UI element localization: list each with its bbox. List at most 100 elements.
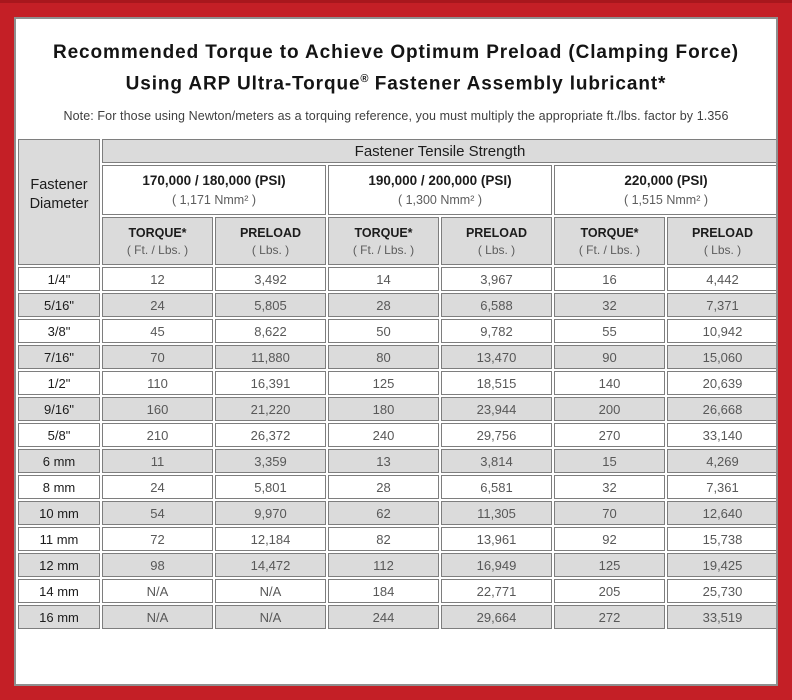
tensile-strength-header: Fastener Tensile Strength xyxy=(102,139,776,164)
value-cell-0: 12 xyxy=(102,267,213,292)
value-cell-1: 9,970 xyxy=(215,501,326,526)
diameter-cell: 5/16" xyxy=(18,293,100,318)
diameter-cell: 8 mm xyxy=(18,475,100,500)
value-cell-3: 3,814 xyxy=(441,449,552,474)
fastener-diameter-header-line2: Diameter xyxy=(29,196,89,213)
nmm-value: ( 1,300 Nmm² ) xyxy=(397,193,483,208)
fastener-diameter-header-line1: Fastener xyxy=(30,177,88,194)
value-cell-0: 24 xyxy=(102,293,213,318)
page-title-line1: Recommended Torque to Achieve Optimum Pr… xyxy=(52,42,740,63)
value-cell-5: 4,442 xyxy=(667,267,776,292)
value-cell-1: 14,472 xyxy=(215,553,326,578)
psi-value: 190,000 / 200,000 (PSI) xyxy=(368,173,512,189)
value-cell-4: 70 xyxy=(554,501,665,526)
preload-units: ( Lbs. ) xyxy=(251,242,290,257)
torque-units: ( Ft. / Lbs. ) xyxy=(126,242,189,257)
nmm-value: ( 1,171 Nmm² ) xyxy=(171,193,257,208)
diameter-cell: 5/8" xyxy=(18,423,100,448)
value-cell-5: 33,519 xyxy=(667,605,776,630)
preload-header-1: PRELOAD ( Lbs. ) xyxy=(441,217,552,266)
value-cell-1: 8,622 xyxy=(215,319,326,344)
table-row: 3/8" 45 8,622 50 9,782 55 10,942 xyxy=(18,319,776,344)
diameter-cell: 9/16" xyxy=(18,397,100,422)
value-cell-1: 21,220 xyxy=(215,397,326,422)
value-cell-5: 20,639 xyxy=(667,371,776,396)
table-header-row-psi: 170,000 / 180,000 (PSI) ( 1,171 Nmm² ) 190… xyxy=(18,165,776,216)
value-cell-1: N/A xyxy=(215,579,326,604)
document-panel: Recommended Torque to Achieve Optimum Pr… xyxy=(14,17,778,686)
value-cell-0: 24 xyxy=(102,475,213,500)
preload-label: PRELOAD xyxy=(691,225,754,240)
value-cell-3: 13,961 xyxy=(441,527,552,552)
value-cell-3: 11,305 xyxy=(441,501,552,526)
value-cell-2: 112 xyxy=(328,553,439,578)
table-row: 9/16" 160 21,220 180 23,944 200 26,668 xyxy=(18,397,776,422)
preload-label: PRELOAD xyxy=(465,225,528,240)
table-row: 5/16" 24 5,805 28 6,588 32 7,371 xyxy=(18,293,776,318)
conversion-note: Note: For those using Newton/meters as a… xyxy=(63,109,729,124)
value-cell-0: 45 xyxy=(102,319,213,344)
value-cell-1: 3,359 xyxy=(215,449,326,474)
page-title: Recommended Torque to Achieve Optimum Pr… xyxy=(16,39,776,97)
value-cell-0: 54 xyxy=(102,501,213,526)
preload-label: PRELOAD xyxy=(239,225,302,240)
torque-preload-table: Fastener Diameter Fastener Tensile Strengt… xyxy=(16,137,776,631)
torque-header-2: TORQUE* ( Ft. / Lbs. ) xyxy=(554,217,665,266)
value-cell-2: 28 xyxy=(328,475,439,500)
value-cell-5: 4,269 xyxy=(667,449,776,474)
value-cell-4: 90 xyxy=(554,345,665,370)
diameter-cell: 1/2" xyxy=(18,371,100,396)
psi-value: 170,000 / 180,000 (PSI) xyxy=(142,173,286,189)
value-cell-4: 16 xyxy=(554,267,665,292)
psi-value: 220,000 (PSI) xyxy=(624,173,708,189)
value-cell-2: 184 xyxy=(328,579,439,604)
value-cell-1: N/A xyxy=(215,605,326,630)
diameter-cell: 11 mm xyxy=(18,527,100,552)
value-cell-3: 6,581 xyxy=(441,475,552,500)
value-cell-2: 180 xyxy=(328,397,439,422)
value-cell-0: 98 xyxy=(102,553,213,578)
value-cell-3: 23,944 xyxy=(441,397,552,422)
value-cell-5: 15,738 xyxy=(667,527,776,552)
diameter-cell: 10 mm xyxy=(18,501,100,526)
value-cell-5: 33,140 xyxy=(667,423,776,448)
value-cell-0: 210 xyxy=(102,423,213,448)
value-cell-4: 32 xyxy=(554,475,665,500)
value-cell-2: 240 xyxy=(328,423,439,448)
value-cell-4: 92 xyxy=(554,527,665,552)
torque-label: TORQUE* xyxy=(354,225,413,240)
table-header-row-columns: TORQUE* ( Ft. / Lbs. ) PRELOAD ( Lbs. ) TORQ… xyxy=(18,217,776,266)
value-cell-1: 5,801 xyxy=(215,475,326,500)
preload-header-2: PRELOAD ( Lbs. ) xyxy=(667,217,776,266)
value-cell-2: 82 xyxy=(328,527,439,552)
value-cell-1: 26,372 xyxy=(215,423,326,448)
value-cell-3: 13,470 xyxy=(441,345,552,370)
table-row: 5/8" 210 26,372 240 29,756 270 33,140 xyxy=(18,423,776,448)
value-cell-2: 50 xyxy=(328,319,439,344)
diameter-cell: 12 mm xyxy=(18,553,100,578)
value-cell-3: 18,515 xyxy=(441,371,552,396)
value-cell-2: 244 xyxy=(328,605,439,630)
torque-units: ( Ft. / Lbs. ) xyxy=(352,242,415,257)
value-cell-2: 80 xyxy=(328,345,439,370)
diameter-cell: 7/16" xyxy=(18,345,100,370)
preload-units: ( Lbs. ) xyxy=(703,242,742,257)
torque-header-1: TORQUE* ( Ft. / Lbs. ) xyxy=(328,217,439,266)
value-cell-3: 3,967 xyxy=(441,267,552,292)
value-cell-0: 70 xyxy=(102,345,213,370)
table-row: 6 mm 11 3,359 13 3,814 15 4,269 xyxy=(18,449,776,474)
value-cell-3: 29,756 xyxy=(441,423,552,448)
psi-header-1: 190,000 / 200,000 (PSI) ( 1,300 Nmm² ) xyxy=(328,165,552,216)
table-row: 11 mm 72 12,184 82 13,961 92 15,738 xyxy=(18,527,776,552)
preload-header-0: PRELOAD ( Lbs. ) xyxy=(215,217,326,266)
fastener-diameter-header: Fastener Diameter xyxy=(18,139,100,266)
value-cell-3: 29,664 xyxy=(441,605,552,630)
psi-header-2: 220,000 (PSI) ( 1,515 Nmm² ) xyxy=(554,165,776,216)
value-cell-1: 12,184 xyxy=(215,527,326,552)
table-row: 16 mm N/A N/A 244 29,664 272 33,519 xyxy=(18,605,776,630)
diameter-cell: 3/8" xyxy=(18,319,100,344)
value-cell-5: 15,060 xyxy=(667,345,776,370)
value-cell-0: 11 xyxy=(102,449,213,474)
value-cell-2: 28 xyxy=(328,293,439,318)
